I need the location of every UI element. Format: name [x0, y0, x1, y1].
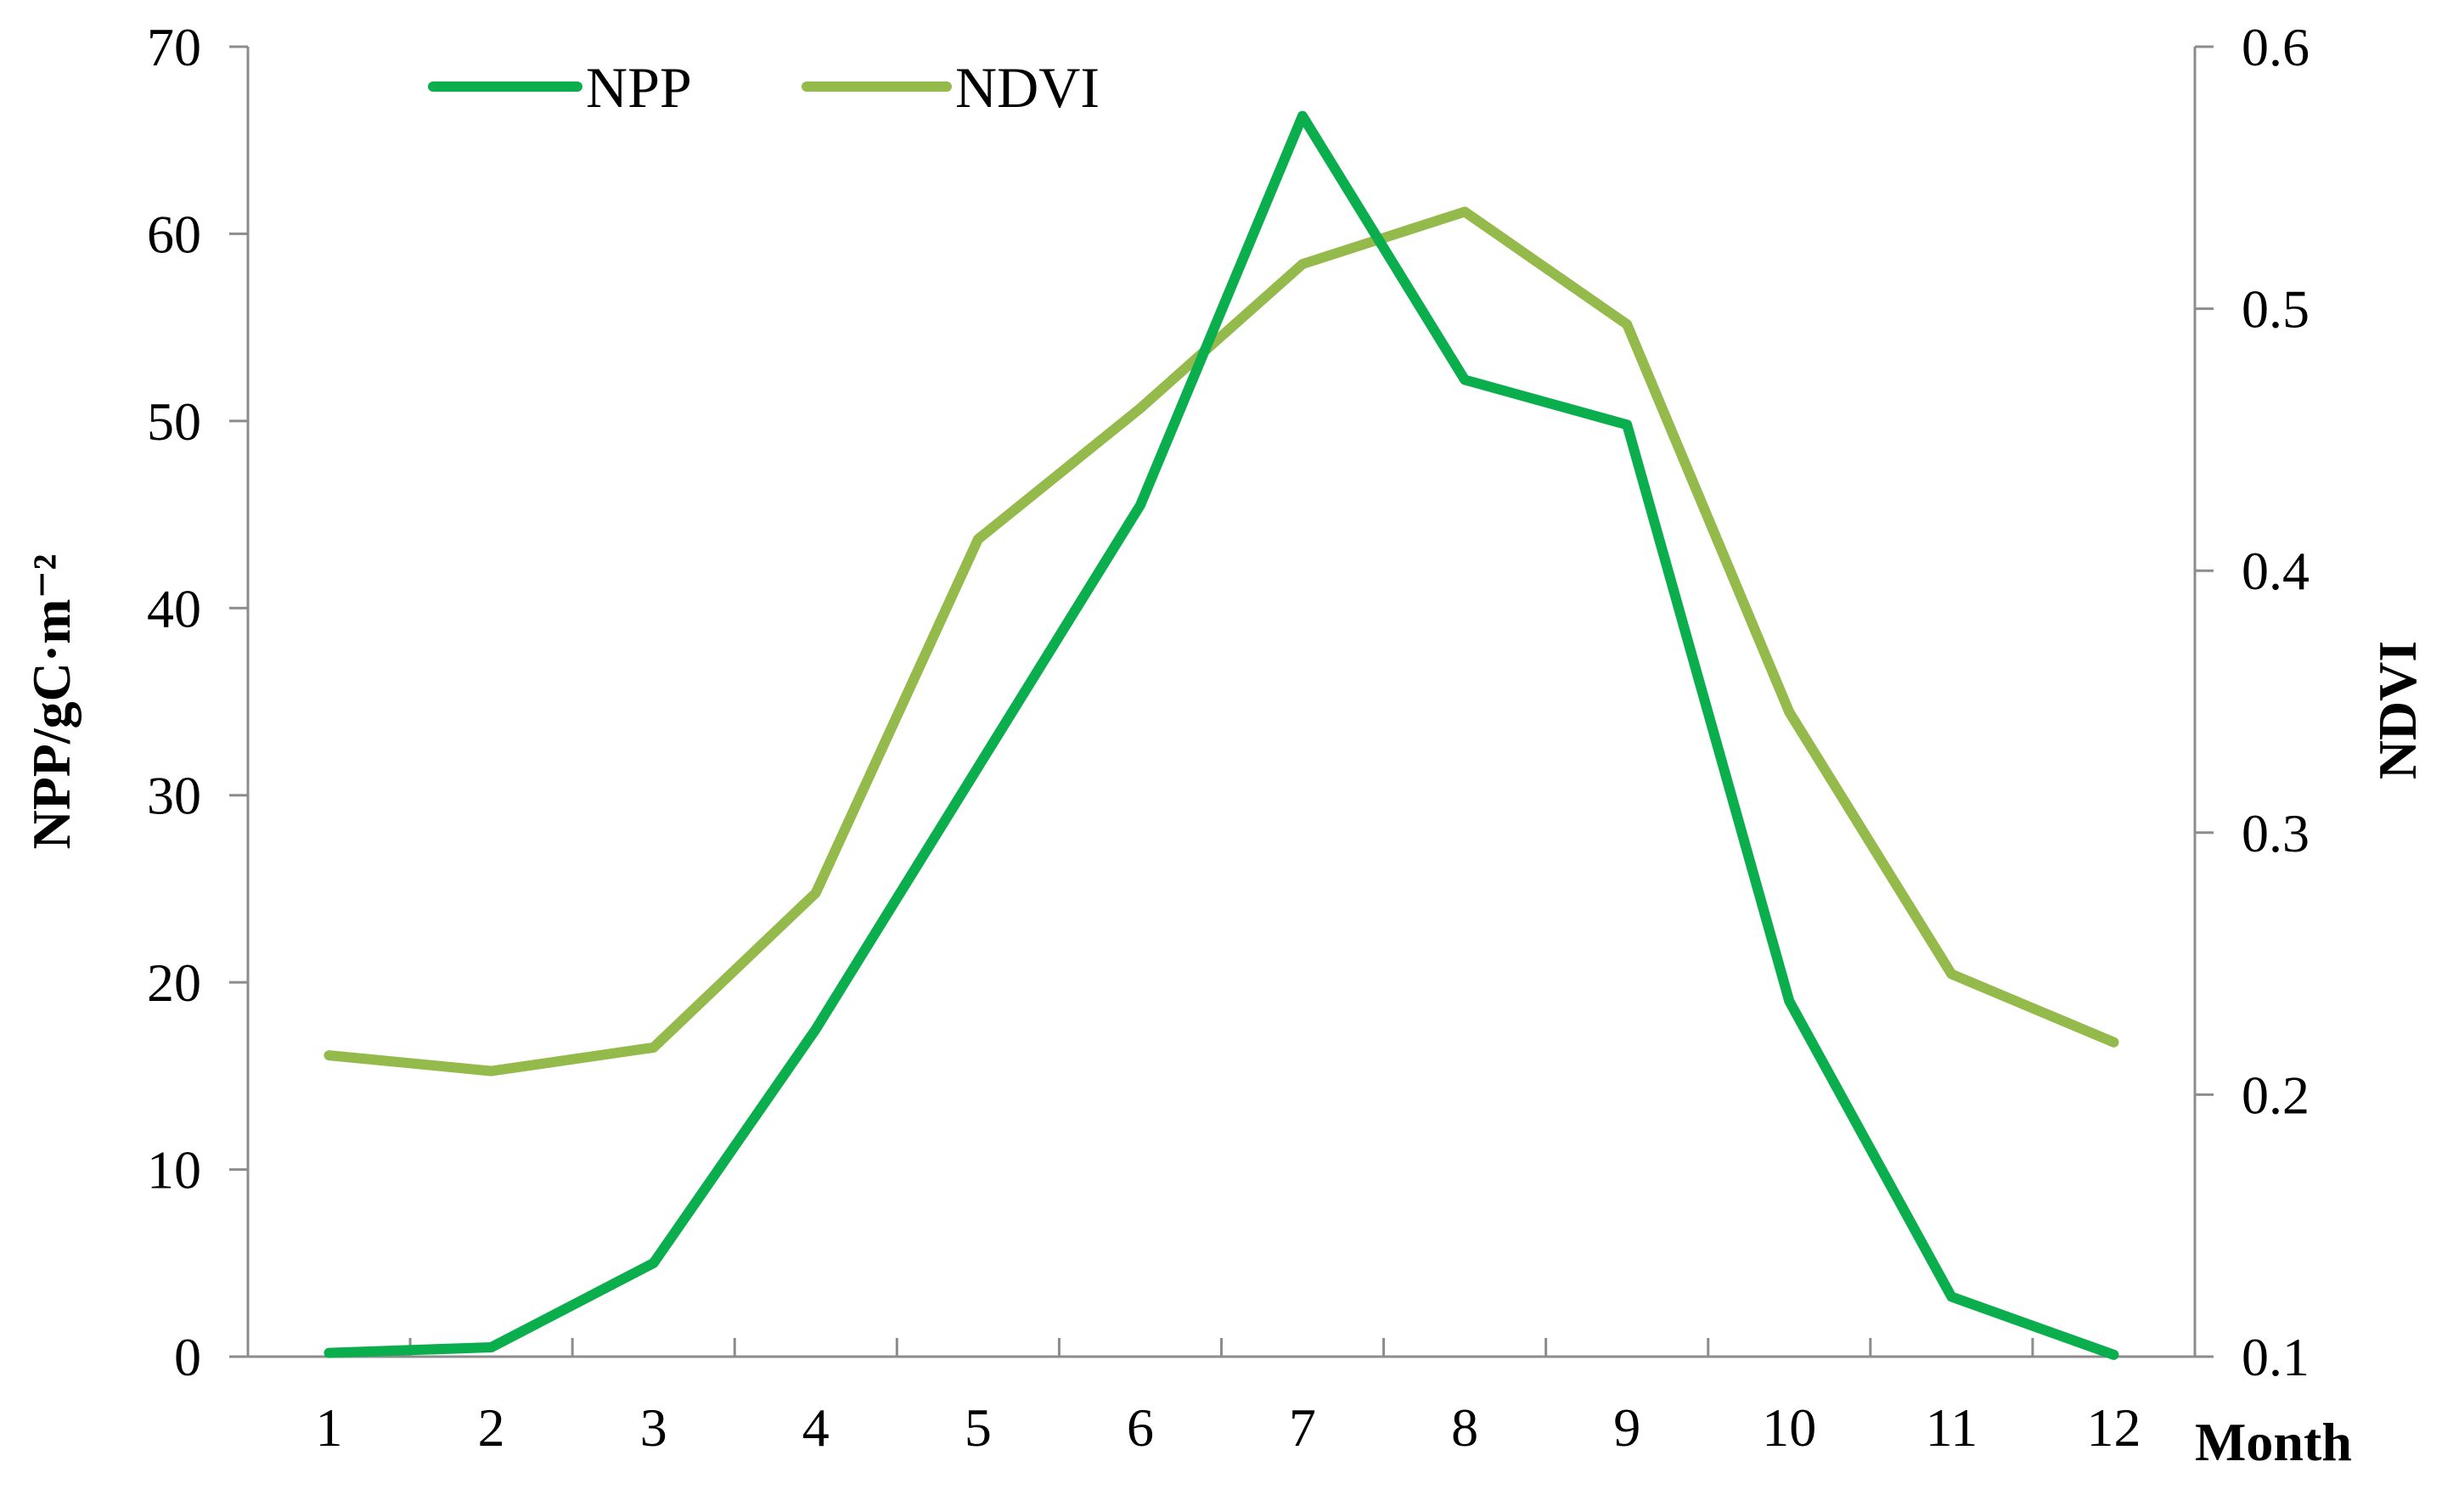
y-tick-label: 30: [147, 766, 201, 826]
x-axis-ticks: 1 2 3 4 5 6 7 8 9 10 11 12: [246, 1338, 2197, 1458]
y-tick-label: 10: [147, 1140, 201, 1200]
x-tick-label: 4: [802, 1397, 830, 1458]
y2-tick-label: 0.6: [2242, 17, 2310, 77]
y-tick-label: 0: [174, 1327, 201, 1387]
y2-axis-title: NDVI: [2367, 641, 2428, 780]
x-tick-label: 11: [1926, 1397, 1978, 1458]
legend-label-ndvi: NDVI: [955, 55, 1100, 120]
y2-tick-label: 0.1: [2242, 1327, 2310, 1387]
y2-tick-label: 0.2: [2242, 1065, 2310, 1125]
x-tick-label: 5: [965, 1397, 992, 1458]
y-tick-label: 20: [147, 953, 201, 1013]
y-tick-label: 50: [147, 391, 201, 452]
legend: NPP NDVI: [428, 55, 1100, 120]
x-axis-title: Month: [2195, 1412, 2352, 1472]
y2-tick-label: 0.3: [2242, 803, 2310, 863]
x-tick-label: 2: [478, 1397, 505, 1458]
x-tick-label: 8: [1451, 1397, 1478, 1458]
series-line-npp: [324, 110, 2119, 1360]
x-tick-label: 7: [1289, 1397, 1316, 1458]
y-axis-title: NPP/gC·m⁻²: [21, 554, 82, 849]
y2-tick-label: 0.4: [2242, 541, 2310, 601]
x-tick-label: 10: [1762, 1397, 1816, 1458]
x-tick-label: 3: [640, 1397, 667, 1458]
x-tick-label: 12: [2086, 1397, 2141, 1458]
y-tick-label: 70: [147, 17, 201, 77]
y-tick-label: 40: [147, 578, 201, 638]
x-tick-label: 1: [316, 1397, 343, 1458]
y2-tick-label: 0.5: [2242, 279, 2310, 340]
y-tick-label: 60: [147, 204, 201, 264]
axes: [246, 47, 2197, 1358]
series-line-ndvi: [324, 206, 2119, 1076]
y2-axis-ticks: 0.1 0.2 0.3 0.4 0.5 0.6: [2195, 17, 2310, 1387]
x-tick-label: 6: [1127, 1397, 1154, 1458]
series-layer: [324, 110, 2119, 1360]
y-axis-ticks: 0 10 20 30 40 50 60 70: [147, 17, 248, 1387]
legend-label-npp: NPP: [586, 55, 692, 120]
x-tick-label: 9: [1613, 1397, 1640, 1458]
